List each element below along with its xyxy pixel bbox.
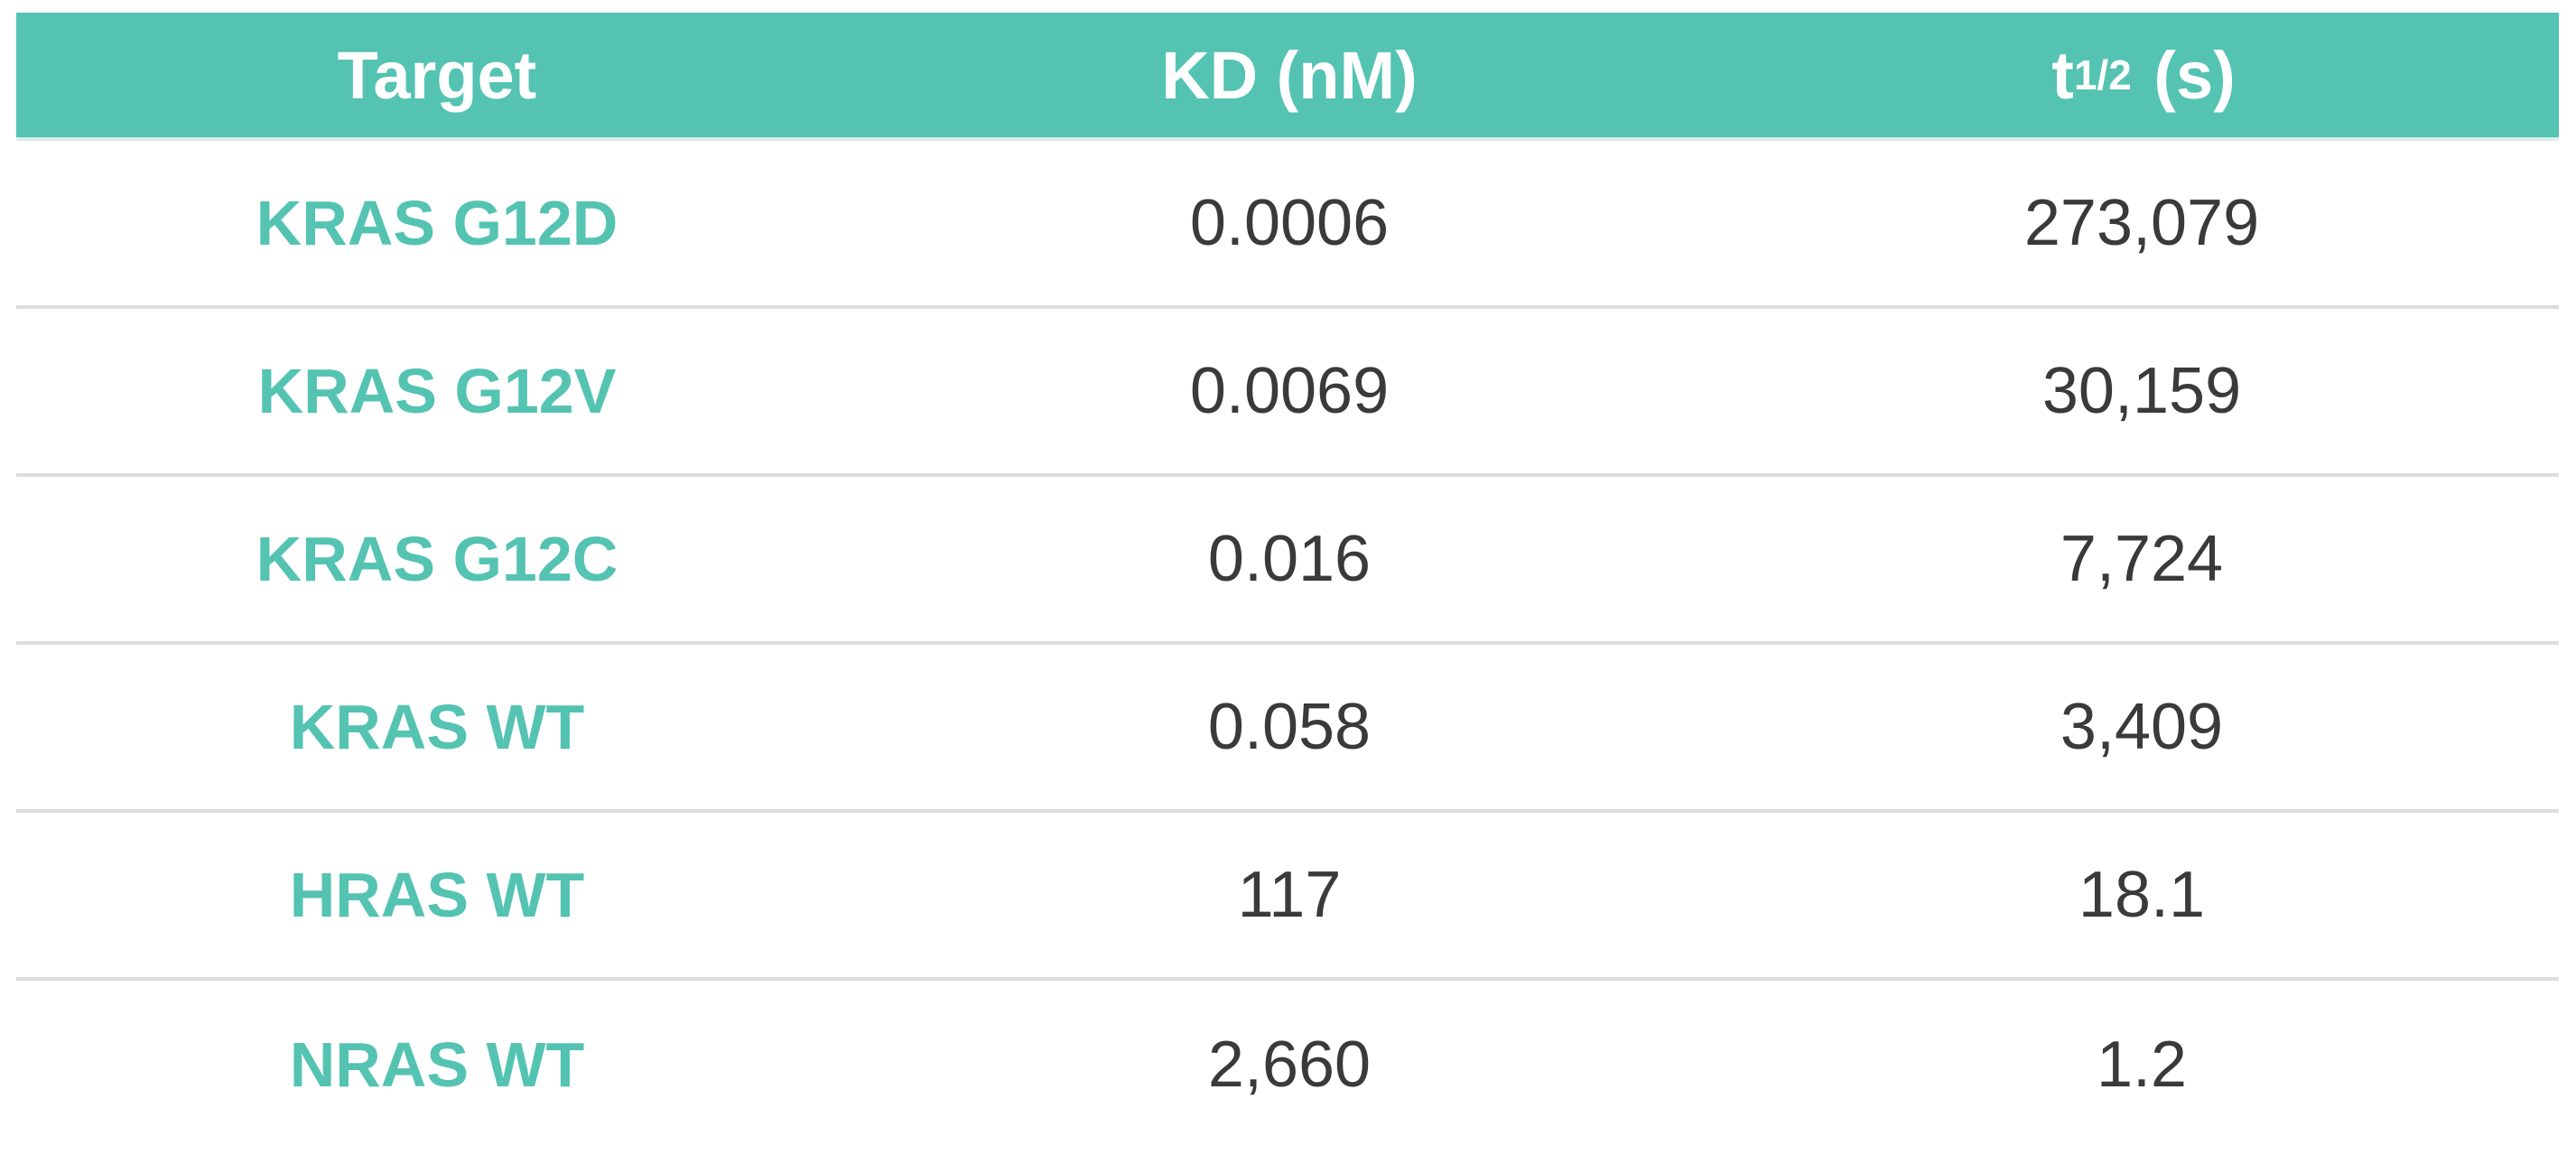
cell-half-life: 1.2 (2096, 1029, 2188, 1101)
header-half-life-subscript: 1/2 (2073, 51, 2132, 98)
cell-kd: 0.0006 (1189, 187, 1390, 259)
header-half-life-symbol: t (2051, 37, 2074, 113)
cell-kd: 0.016 (1207, 523, 1372, 595)
cell-kd: 0.0069 (1189, 355, 1390, 427)
table-row: NRAS WT 2,660 1.2 (16, 981, 2559, 1149)
header-target: Target (337, 37, 537, 113)
cell-target: KRAS WT (289, 692, 585, 762)
cell-half-life: 18.1 (2078, 859, 2206, 931)
table-row: KRAS WT 0.058 3,409 (16, 645, 2559, 813)
header-kd: KD (nM) (1161, 37, 1418, 113)
cell-kd: 2,660 (1207, 1029, 1372, 1101)
cell-kd: 0.058 (1207, 691, 1372, 763)
table-row: KRAS G12D 0.0006 273,079 (16, 141, 2559, 309)
cell-half-life: 3,409 (2060, 691, 2224, 763)
table-header: Target KD (nM) t 1/2 (s) (16, 13, 2559, 141)
table-row: KRAS G12V 0.0069 30,159 (16, 309, 2559, 477)
table-row: HRAS WT 117 18.1 (16, 813, 2559, 981)
cell-half-life: 273,079 (2023, 187, 2260, 259)
binding-kinetics-table: Target KD (nM) t 1/2 (s) KRAS G12D 0.0006… (16, 13, 2559, 1149)
header-half-life-unit: (s) (2153, 37, 2236, 113)
cell-target: HRAS WT (289, 860, 585, 930)
cell-target: KRAS G12D (256, 188, 618, 258)
cell-target: KRAS G12C (256, 524, 618, 594)
header-half-life: t 1/2 (s) (1721, 13, 2566, 137)
table-row: KRAS G12C 0.016 7,724 (16, 477, 2559, 645)
cell-kd: 117 (1237, 859, 1342, 931)
cell-target: KRAS G12V (257, 356, 617, 426)
cell-half-life: 7,724 (2060, 523, 2224, 595)
cell-half-life: 30,159 (2041, 355, 2242, 427)
cell-target: NRAS WT (289, 1029, 585, 1100)
